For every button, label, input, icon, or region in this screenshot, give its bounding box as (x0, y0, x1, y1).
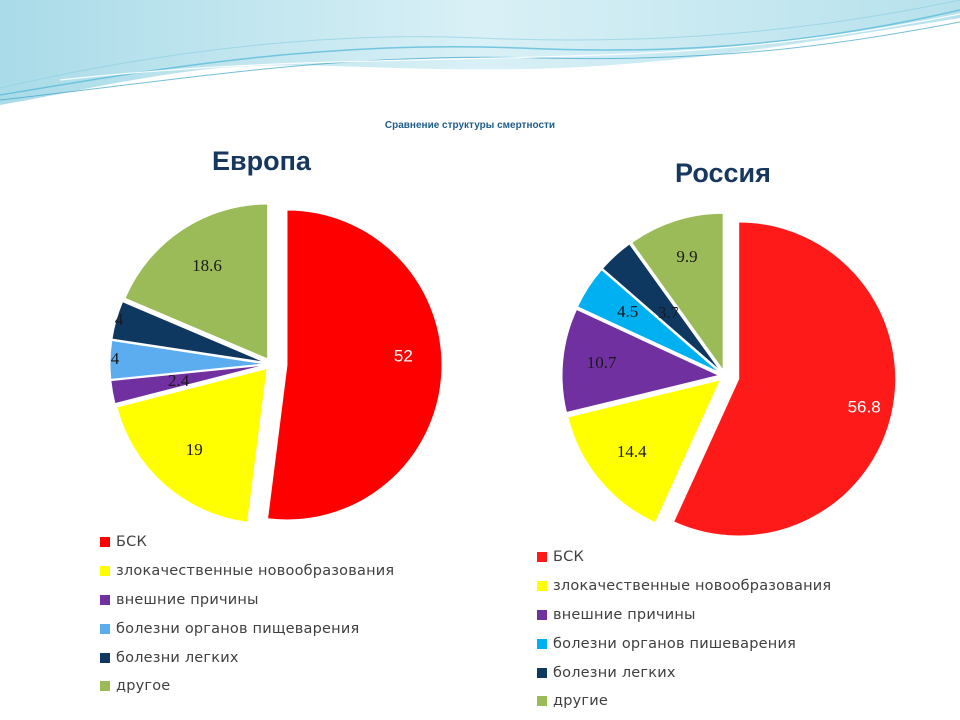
pie-slice-europe-0 (266, 209, 443, 521)
legend-item-russia-0: БСК (537, 543, 831, 572)
legend-swatch-europe-2 (100, 594, 110, 605)
legend-swatch-russia-1 (537, 581, 547, 592)
legend-item-russia-5: другие (537, 687, 831, 716)
legend-item-europe-5: другое (100, 672, 394, 701)
pie-slice-europe-3 (109, 339, 266, 380)
data-label-russia-3: 4.5 (617, 302, 638, 321)
data-label-russia-1: 14.4 (617, 442, 647, 461)
data-label-europe-5: 18.6 (192, 256, 222, 275)
legend-label-europe-3: болезни органов пищеварения (116, 620, 360, 637)
pie-slice-europe-5 (124, 203, 269, 360)
data-label-europe-1: 19 (186, 440, 203, 459)
data-label-russia-0: 56.8 (848, 397, 881, 416)
legend-swatch-europe-3 (100, 623, 110, 634)
data-label-europe-3: 4 (111, 349, 120, 368)
pie-slice-russia-4 (601, 243, 722, 372)
legend-item-europe-0: БСК (100, 528, 394, 557)
legend-label-europe-5: другое (116, 678, 171, 695)
data-label-europe-4: 4 (115, 310, 124, 329)
legend-label-russia-3: болезни органов пишеварения (553, 635, 796, 652)
legend-label-russia-2: внешние причины (553, 606, 696, 623)
legend-item-europe-1: злокачественные новообразования (100, 557, 394, 586)
chart-title-russia: Россия (675, 158, 771, 188)
chart-title-europe: Европа (212, 146, 311, 176)
legend-item-russia-2: внешние причины (537, 601, 831, 630)
legend-swatch-russia-4 (537, 667, 547, 678)
pie-slice-russia-3 (576, 268, 721, 374)
legend-label-russia-5: другие (553, 693, 608, 710)
legend-item-europe-3: болезни органов пищеварения (100, 614, 394, 643)
legend-label-europe-2: внешние причины (116, 591, 259, 608)
pie-slice-russia-2 (561, 308, 721, 414)
legend-item-europe-4: болезни легких (100, 643, 394, 672)
legend-item-russia-1: злокачественные новообразования (537, 572, 831, 601)
pie-slice-russia-0 (672, 221, 897, 537)
pie-slice-russia-5 (630, 212, 724, 372)
legend-label-russia-1: злокачественные новообразования (553, 578, 832, 595)
legend-russia: БСК злокачественные новообразования внешни… (537, 543, 831, 716)
legend-swatch-europe-5 (100, 681, 110, 692)
data-label-russia-2: 10.7 (587, 353, 617, 372)
legend-swatch-europe-1 (100, 566, 110, 577)
legend-label-europe-0: БСК (116, 534, 147, 551)
pie-slice-russia-1 (567, 379, 722, 524)
data-label-europe-2: 2.4 (168, 371, 190, 390)
pie-slice-europe-2 (110, 364, 266, 405)
legend-label-russia-4: болезни легких (553, 664, 676, 681)
pie-slice-europe-1 (116, 367, 268, 523)
legend-item-russia-4: болезни легких (537, 658, 831, 687)
slide-title: Сравнение структуры смертности (384, 120, 556, 131)
legend-swatch-europe-0 (100, 537, 110, 548)
legend-europe: БСК злокачественные новообразования внешни… (100, 528, 394, 701)
legend-swatch-russia-0 (537, 552, 547, 563)
legend-swatch-europe-4 (100, 652, 110, 663)
legend-label-russia-0: БСК (553, 549, 584, 566)
data-label-europe-0: 52 (394, 346, 413, 365)
legend-swatch-russia-5 (537, 696, 547, 707)
pie-slice-europe-4 (111, 301, 266, 363)
legend-item-europe-2: внешние причины (100, 586, 394, 615)
legend-swatch-russia-3 (537, 638, 547, 649)
legend-label-europe-1: злокачественные новообразования (116, 563, 395, 580)
legend-label-europe-4: болезни легких (116, 649, 239, 666)
legend-item-russia-3: болезни органов пишеварения (537, 629, 831, 658)
data-label-russia-4: 3.7 (658, 303, 680, 322)
data-label-russia-5: 9.9 (676, 247, 697, 266)
legend-swatch-russia-2 (537, 609, 547, 620)
